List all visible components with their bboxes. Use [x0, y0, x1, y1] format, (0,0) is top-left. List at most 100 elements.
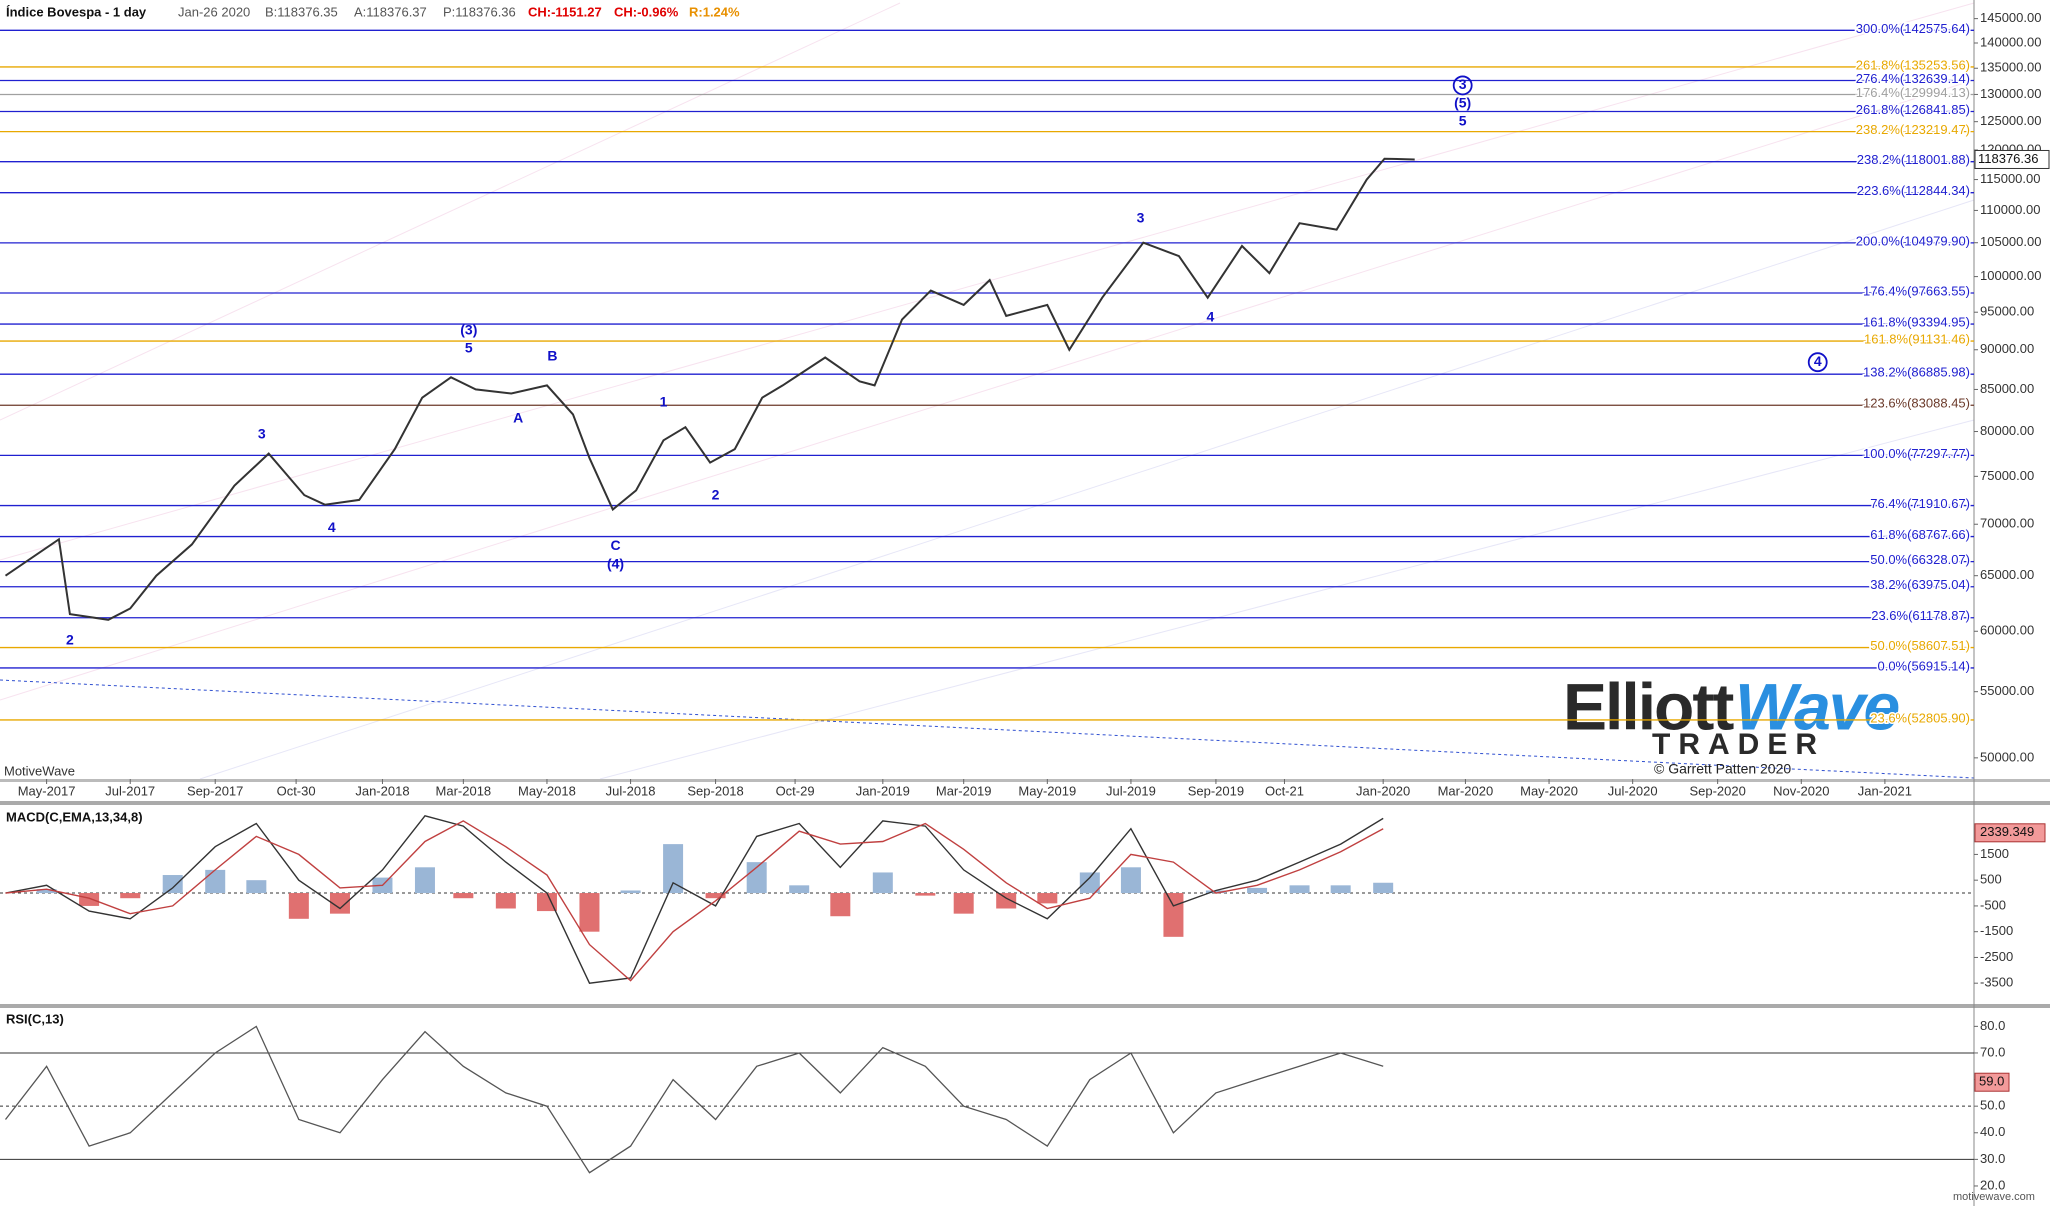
chart-title: Índice Bovespa - 1 day	[6, 4, 147, 19]
last-value-label: 2339.349	[1980, 824, 2034, 839]
header-bid: B:118376.35	[265, 4, 338, 19]
x-tick-label: Jan-2020	[1356, 783, 1410, 798]
y-tick-label: 140000.00	[1980, 34, 2041, 49]
x-tick-label: May-2020	[1520, 783, 1578, 798]
y-tick-label: 135000.00	[1980, 60, 2041, 75]
histogram-bar	[1120, 867, 1141, 894]
y-tick-label: 65000.00	[1980, 567, 2034, 582]
logo: Elliott Wave TRADER © Garrett Patten 202…	[1563, 669, 1901, 776]
header-ask: A:118376.37	[354, 4, 427, 19]
histogram-bar	[162, 875, 183, 894]
fib-label: 76.4%(71910.67)	[1870, 496, 1970, 511]
x-tick-label: Sep-2017	[187, 783, 243, 798]
histogram-bar	[36, 889, 57, 894]
fib-label: 300.0%(142575.64)	[1856, 21, 1970, 36]
x-tick-label: Jul-2017	[105, 783, 155, 798]
wave-label: 4	[1814, 353, 1822, 369]
histogram-bar	[329, 893, 350, 914]
x-tick-label: Jan-2018	[355, 783, 409, 798]
y-tick-label: 40.0	[1980, 1124, 2005, 1139]
histogram-bar	[746, 862, 767, 894]
y-tick-label: 85000.00	[1980, 381, 2034, 396]
histogram-bar	[246, 880, 267, 894]
y-tick-label: 125000.00	[1980, 113, 2041, 128]
histogram-bar	[789, 885, 810, 894]
histogram-bar	[79, 893, 100, 906]
header-range: R:1.24%	[689, 4, 740, 19]
histogram-bar	[205, 869, 226, 894]
histogram-bar	[663, 844, 684, 894]
rsi-line	[4, 1025, 1384, 1174]
y-tick-label: 130000.00	[1980, 86, 2041, 101]
panel-separator	[0, 1004, 2050, 1008]
fib-label: 176.4%(129994.13)	[1856, 85, 1970, 100]
y-tick-label: 75000.00	[1980, 468, 2034, 483]
x-tick-label: Oct-21	[1265, 783, 1304, 798]
y-tick-label: 110000.00	[1980, 202, 2041, 217]
histogram-bar	[1373, 882, 1394, 894]
header-date: Jan-26 2020	[178, 4, 250, 19]
x-tick-label: Sep-2019	[1188, 783, 1244, 798]
last-value-label: 118376.36	[1978, 151, 2039, 166]
last-value-label: 59.0	[1979, 1074, 2004, 1089]
fib-label: 276.4%(132639.14)	[1856, 71, 1970, 86]
y-tick-label: 80.0	[1980, 1018, 2005, 1033]
decor-line	[599, 419, 1975, 780]
histogram-bar	[1289, 885, 1310, 894]
decor-lines	[0, 2, 1975, 780]
header-change-pct: CH:-0.96%	[614, 4, 679, 19]
y-tick-label: 145000.00	[1980, 10, 2041, 25]
y-tick-label: 70.0	[1980, 1044, 2005, 1059]
fib-label: 23.6%(61178.87)	[1871, 608, 1970, 623]
x-tick-label: Jan-2019	[856, 783, 910, 798]
histogram-bar	[996, 893, 1017, 909]
histogram-bar	[453, 893, 474, 899]
signal-line	[5, 820, 1384, 982]
fib-label: 100.0%(77297.77)	[1863, 446, 1970, 461]
wave-circle	[1807, 352, 1828, 373]
y-tick-label: 20.0	[1980, 1177, 2005, 1192]
panel-separator	[0, 801, 2050, 805]
wave-label: 3	[1137, 209, 1145, 225]
y-tick-label: 50.0	[1980, 1098, 2005, 1113]
x-tick-label: Sep-2018	[687, 783, 743, 798]
x-tick-label: Jan-2021	[1858, 783, 1912, 798]
wave-label: 2	[66, 631, 74, 647]
x-tick-label: Jul-2019	[1106, 783, 1156, 798]
y-tick-label: 90000.00	[1980, 341, 2034, 356]
y-tick-label: 70000.00	[1980, 516, 2034, 531]
fib-label: 61.8%(68767.66)	[1870, 527, 1970, 542]
rsi-title: RSI(C,13)	[6, 1011, 64, 1026]
x-tick-label: Mar-2018	[436, 783, 492, 798]
wave-label: (3)	[460, 321, 477, 337]
y-tick-label: -3500	[1980, 975, 2013, 990]
wave-label: B	[547, 347, 557, 363]
wave-label: 3	[258, 426, 266, 442]
last-value-box	[1974, 149, 2050, 169]
x-tick-label: Mar-2019	[936, 783, 992, 798]
fib-label: 23.6%(52805.90)	[1870, 710, 1970, 725]
wave-label: A	[513, 409, 523, 425]
y-tick-label: 60000.00	[1980, 623, 2034, 638]
y-tick-label: -500	[1980, 897, 2006, 912]
histogram-bar	[953, 893, 974, 914]
y-tick-label: 1500	[1980, 846, 2009, 861]
y-tick-label: 100000.00	[1980, 268, 2041, 283]
last-value-box	[1974, 823, 2046, 843]
fib-label: 50.0%(58607.51)	[1870, 638, 1970, 653]
fib-label: 223.6%(112844.34)	[1857, 183, 1970, 198]
y-tick-label: -2500	[1980, 949, 2013, 964]
y-tick-label: 50000.00	[1980, 749, 2034, 764]
wave-label: 5	[465, 340, 473, 356]
x-tick-label: Nov-2020	[1773, 783, 1829, 798]
macd-line	[5, 815, 1384, 984]
y-tick-label: 55000.00	[1980, 683, 2034, 698]
fib-label: 200.0%(104979.90)	[1856, 233, 1970, 248]
logo-part1: Elliott	[1563, 669, 1734, 743]
panel-separator	[0, 779, 2050, 782]
fib-label: 176.4%(97663.55)	[1863, 283, 1970, 298]
macd-title: MACD(C,EMA,13,34,8)	[6, 809, 143, 824]
histogram-bar	[1079, 872, 1100, 894]
fib-label: 138.2%(86885.98)	[1863, 365, 1970, 380]
wave-label: 2	[712, 486, 720, 502]
